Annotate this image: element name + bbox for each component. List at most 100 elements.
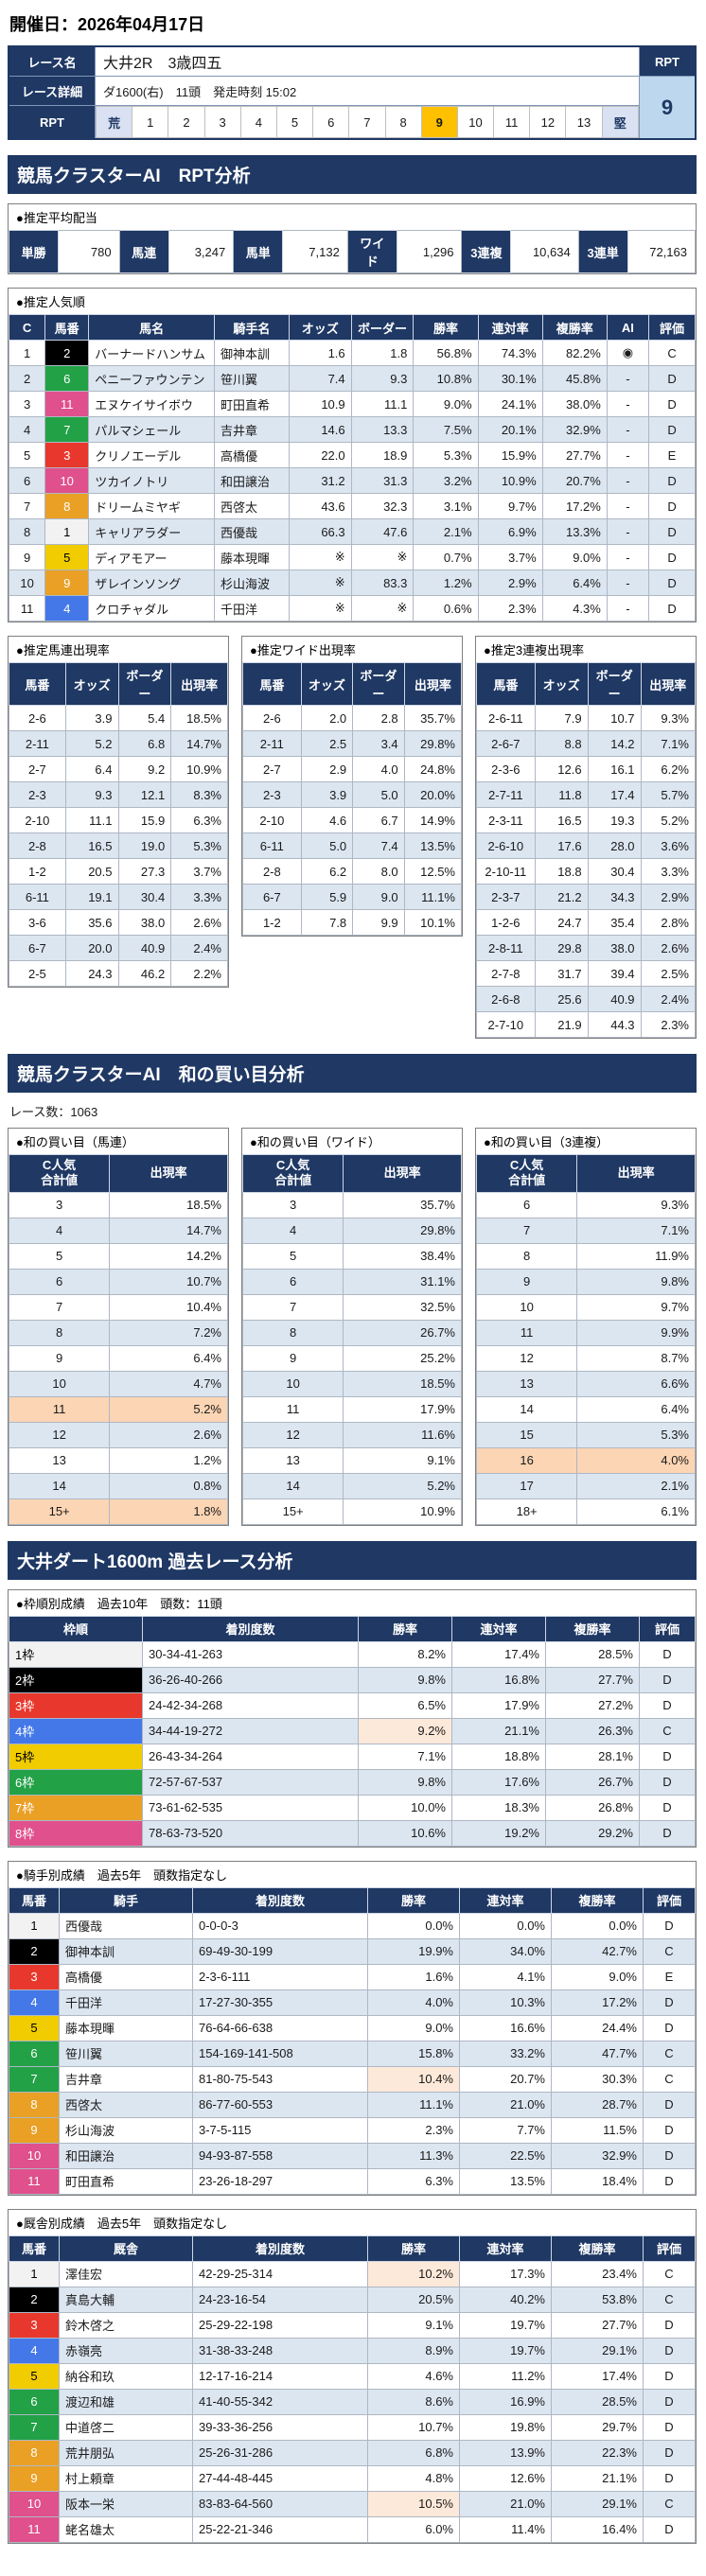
table-row: 1-2 7.8 9.9 10.1% [242, 909, 463, 936]
cell-fuku: 21.1% [551, 2464, 644, 2492]
table-row: 3 35.7% [241, 1191, 462, 1218]
cell-ren: 17.9% [451, 1691, 546, 1719]
cell-num: 7 [9, 2413, 60, 2441]
rpt-scale-cell: 6 [312, 106, 350, 138]
cell-name: 西啓太 [59, 2091, 193, 2118]
cell-eval: D [648, 595, 696, 622]
column-header: ボーダー [350, 314, 415, 341]
cell-name: ペニーファウンテン [88, 365, 215, 392]
cell-win: 10.8% [413, 365, 479, 392]
table-row: 6 9.3% [475, 1191, 696, 1218]
cell-eval: D [648, 467, 696, 494]
table-row: 7 中道啓二 39-33-36-256 10.7% 19.8% 29.7% D [9, 2413, 696, 2441]
cell-eval: D [639, 1666, 696, 1693]
cell-pair: 2-6-10 [476, 832, 536, 859]
table-row: 3-6 35.6 38.0 2.6% [9, 909, 228, 936]
cell-fuku: 17.2% [541, 493, 608, 519]
cell-num: 10 [9, 2490, 60, 2517]
cell-border: 38.0 [117, 909, 172, 936]
cell-name: ドリームミヤギ [88, 493, 215, 519]
table-row: 7 32.5% [241, 1293, 462, 1321]
cell-eval: D [643, 2116, 696, 2144]
cell-num: 9 [9, 2464, 60, 2492]
cell-odds: 5.2 [64, 730, 119, 757]
cell-rate: 2.5% [640, 960, 697, 987]
column-header: 連対率 [459, 2234, 552, 2262]
cell-frame: 8枠 [9, 1819, 143, 1847]
cell-pair: 2-11 [9, 730, 66, 757]
cell-num: 4 [9, 2337, 60, 2364]
column-header: 複勝率 [545, 1615, 640, 1642]
cell-frame: 7枠 [9, 1794, 143, 1821]
cell-border: 9.3 [350, 365, 415, 392]
cell-odds: 24.7 [534, 909, 589, 936]
cell-eval: D [643, 2337, 696, 2364]
cell-ren: 19.8% [459, 2413, 552, 2441]
cell-jockey: 笹川翼 [213, 365, 290, 392]
table-row: 16 4.0% [475, 1446, 696, 1474]
cell-win: 10.5% [367, 2490, 460, 2517]
cell-rate: 17.9% [343, 1395, 462, 1423]
frame-results-table: 枠順 着別度数 勝率 連対率 複勝率 評価 1枠 30-34-41-263 8.2% 17.4%… [9, 1615, 696, 1847]
race-name-row: レース名 大井2R 3歳四五 RPT [8, 45, 697, 77]
cell-fuku: 82.2% [541, 340, 608, 366]
cell-border: 5.4 [117, 705, 172, 731]
table-row: 4 29.8% [241, 1217, 462, 1244]
column-header: 評価 [648, 314, 696, 341]
cell-record: 3-7-5-115 [192, 2116, 368, 2144]
table-row: 2-8 6.2 8.0 12.5% [242, 858, 463, 885]
cell-border: 40.9 [117, 935, 172, 961]
cell-sum: 10 [241, 1370, 344, 1397]
cell-win: 7.1% [358, 1743, 452, 1770]
cell-ren: 18.3% [451, 1794, 546, 1821]
cell-num: 1 [44, 518, 90, 545]
cell-fuku: 20.7% [541, 467, 608, 494]
cell-odds: 19.1 [64, 884, 119, 910]
table-row: 2-7-10 21.9 44.3 2.3% [476, 1011, 697, 1038]
cell-record: 73-61-62-535 [142, 1794, 359, 1821]
column-header: オッズ [288, 314, 352, 341]
cell-win: 20.5% [367, 2286, 460, 2313]
column-header: 厩舎 [59, 2234, 193, 2262]
cell-odds: 16.5 [534, 807, 589, 833]
table-row: 9 5 ディアモアー 藤本現暉 ※ ※ 0.7% 3.7% 9.0% - D [8, 544, 696, 570]
wa-wide-header-row: C人気 合計値 出現率 [241, 1154, 462, 1193]
cell-ren: 12.6% [459, 2464, 552, 2492]
cell-pair: 2-7 [9, 756, 66, 782]
table-row: 3 18.5% [8, 1191, 228, 1218]
cell-fuku: 6.4% [541, 570, 608, 596]
table-row: 2-6-11 7.9 10.7 9.3% [476, 705, 697, 731]
cell-rate: 9.3% [576, 1191, 696, 1218]
cell-rate: 31.1% [343, 1268, 462, 1295]
cell-fuku: 13.3% [541, 518, 608, 545]
cell-sum: 3 [241, 1191, 344, 1218]
cell-eval: C [643, 2286, 696, 2313]
cell-jockey: 高橋優 [213, 442, 290, 468]
cell-sum: 15+ [8, 1498, 111, 1525]
table-row: 5 納谷和玖 12-17-16-214 4.6% 11.2% 17.4% D [9, 2362, 696, 2390]
cell-fuku: 26.3% [545, 1717, 640, 1744]
cell-fuku: 26.8% [545, 1794, 640, 1821]
column-header: AI [606, 314, 650, 341]
cell-ren: 16.6% [459, 2014, 552, 2042]
table-row: 6 10.7% [8, 1268, 228, 1295]
cell-jockey: 杉山海波 [213, 570, 290, 596]
cell-fuku: 28.5% [545, 1640, 640, 1668]
rpt-scale-cell: 12 [529, 106, 567, 138]
cell-ren: 19.7% [459, 2311, 552, 2339]
cell-sum: 6 [241, 1268, 344, 1295]
wide-prob-header-row: 馬番 オッズ ボーダー 出現率 [242, 662, 463, 706]
jockey-results-table: 馬番 騎手 着別度数 勝率 連対率 複勝率 評価 1 西優哉 0-0-0-3 0.0% 0.0% 0.… [9, 1886, 696, 2195]
cell-name: クリノエーデル [88, 442, 215, 468]
cell-win: 9.2% [358, 1717, 452, 1744]
cell-pair: 2-10 [9, 807, 66, 833]
table-row: 2-3-11 16.5 19.3 5.2% [476, 807, 697, 833]
cell-name: 吉井章 [59, 2065, 193, 2093]
column-header: 複勝率 [551, 1886, 644, 1914]
cell-record: 12-17-16-214 [192, 2362, 368, 2390]
cell-eval: D [643, 2362, 696, 2390]
cell-odds: 25.6 [534, 986, 589, 1012]
cell-ren: 24.1% [477, 391, 543, 417]
cell-rate: 2.1% [576, 1472, 696, 1499]
cell-odds: 7.9 [534, 705, 589, 731]
